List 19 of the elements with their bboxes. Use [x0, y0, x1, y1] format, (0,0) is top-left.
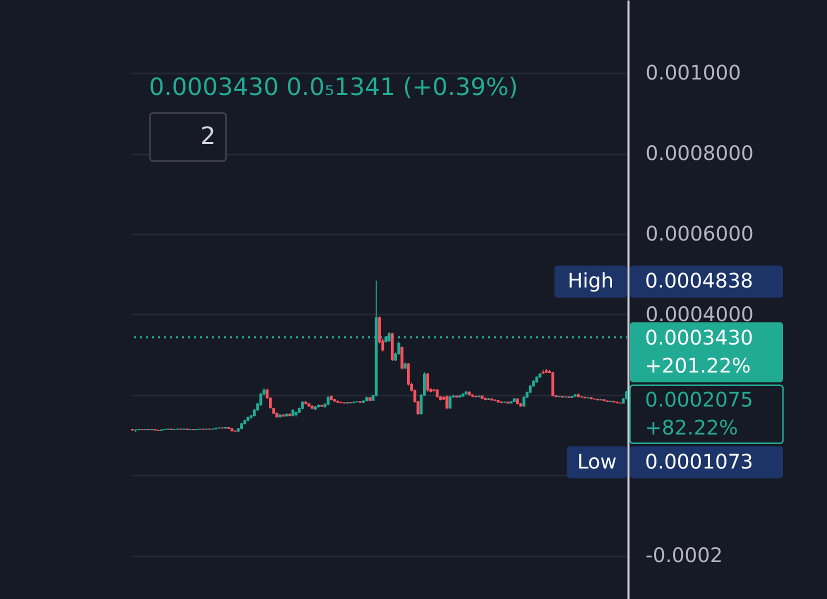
annotation: High [568, 268, 614, 293]
y-tick-label: -0.0002 [646, 543, 723, 568]
candlestick [445, 395, 448, 410]
candlestick [426, 372, 430, 392]
annotation: 2 [200, 122, 216, 150]
ref-line-label: 0.0003430 +201.22% [645, 325, 754, 378]
y-tick-label: 0.001000 [646, 60, 741, 85]
text: 0.0002075 +82.22% [645, 387, 754, 440]
y-tick-label: 0.0006000 [646, 221, 754, 246]
candlestick [388, 332, 391, 342]
text: 0.0003430 0.0₅1341 (+0.39%) [149, 73, 518, 101]
text: 0.0001073 [645, 449, 754, 474]
y-tick-label: 0.0004000 [646, 302, 754, 326]
candlestick [400, 346, 404, 370]
text: 0.0004838 [645, 268, 754, 293]
candlestick [522, 396, 526, 408]
candlestick [448, 395, 452, 410]
annotation: Low [577, 449, 617, 474]
y-tick-label: 0.0008000 [646, 141, 754, 166]
